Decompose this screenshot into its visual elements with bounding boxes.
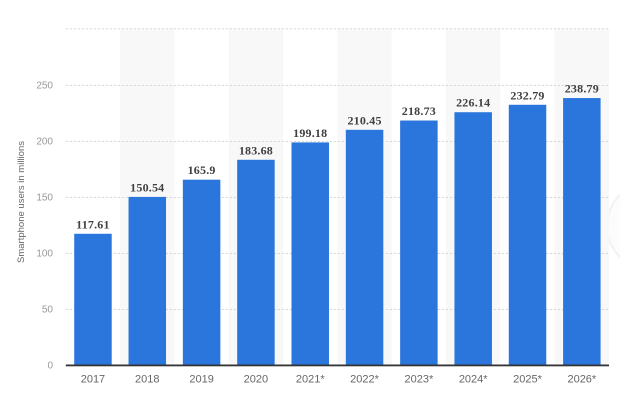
- svg-text:200: 200: [36, 137, 53, 148]
- svg-text:150: 150: [36, 193, 53, 204]
- svg-text:183.68: 183.68: [239, 143, 273, 157]
- svg-text:2022*: 2022*: [350, 374, 379, 386]
- svg-text:2017: 2017: [81, 374, 105, 386]
- svg-text:210.45: 210.45: [347, 113, 381, 127]
- svg-text:165.9: 165.9: [188, 163, 216, 177]
- svg-text:250: 250: [36, 81, 53, 92]
- svg-text:226.14: 226.14: [456, 96, 490, 110]
- svg-text:150.54: 150.54: [130, 180, 164, 194]
- svg-text:218.73: 218.73: [402, 104, 436, 118]
- svg-text:100: 100: [36, 249, 53, 260]
- svg-text:199.18: 199.18: [293, 126, 327, 140]
- svg-text:238.79: 238.79: [565, 82, 599, 96]
- svg-text:Smartphone users in millions: Smartphone users in millions: [16, 141, 27, 263]
- svg-text:232.79: 232.79: [510, 88, 544, 102]
- svg-text:2024*: 2024*: [459, 374, 488, 386]
- svg-text:50: 50: [42, 305, 54, 316]
- svg-text:2019: 2019: [189, 374, 213, 386]
- svg-text:2026*: 2026*: [567, 374, 596, 386]
- svg-text:2023*: 2023*: [404, 374, 433, 386]
- svg-text:2018: 2018: [135, 374, 159, 386]
- svg-text:117.61: 117.61: [76, 217, 110, 231]
- svg-text:2025*: 2025*: [513, 374, 542, 386]
- svg-text:2020: 2020: [244, 374, 268, 386]
- svg-text:0: 0: [47, 361, 53, 372]
- svg-text:2021*: 2021*: [296, 374, 325, 386]
